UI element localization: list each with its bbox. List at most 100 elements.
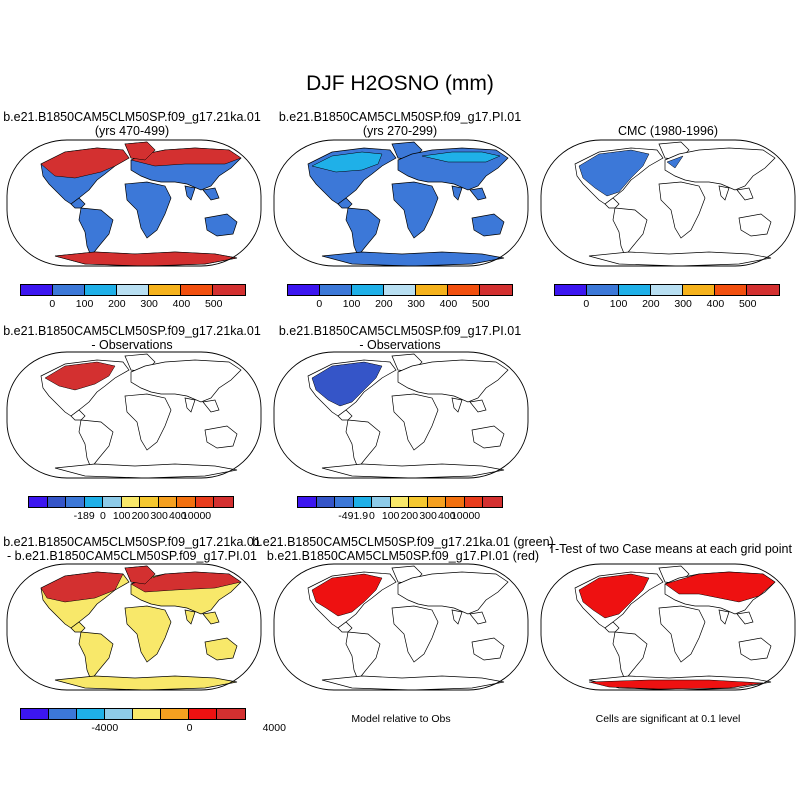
map-content (40, 353, 242, 479)
colorbar-swatch (84, 497, 104, 507)
colorbar-tick-label: 200 (108, 298, 126, 310)
panel-title-p8: b.e21.B1850CAM5CLM50SP.f09_g17.21ka.01 (… (248, 535, 558, 563)
colorbar-tick-label: 4000 (262, 722, 286, 734)
colorbar-swatch (47, 497, 67, 507)
colorbar-swatch (103, 497, 122, 507)
colorbar-swatch (105, 709, 133, 719)
colorbar-swatch (66, 497, 85, 507)
snow-region (588, 679, 764, 690)
land-mass (664, 147, 776, 191)
snow-region (311, 573, 383, 617)
colorbar-tick-label: 100 (342, 298, 361, 310)
panel-title-p4: b.e21.B1850CAM5CLM50SP.f09_g17.21ka.01 -… (0, 324, 264, 352)
panel-title-p7: b.e21.B1850CAM5CLM50SP.f09_g17.21ka.01 -… (0, 535, 264, 563)
map-content (574, 141, 776, 267)
panel-title-p5: b.e21.B1850CAM5CLM50SP.f09_g17.PI.01 - O… (268, 324, 532, 352)
land-mass (202, 187, 220, 201)
land-mass (736, 611, 754, 625)
land-mass (612, 207, 648, 257)
land-mass (588, 251, 772, 267)
land-mass (184, 609, 196, 625)
land-mass (469, 399, 487, 413)
land-mass (604, 197, 620, 209)
colorbar-swatch (715, 285, 747, 295)
colorbar-tick-label: 0 (186, 722, 193, 734)
colorbar-tick-label: 200 (131, 510, 150, 522)
land-mass (469, 187, 487, 201)
colorbar-swatch (21, 709, 49, 719)
map-content (40, 141, 242, 267)
colorbar-tick-label: 400 (438, 510, 456, 522)
colorbar-swatch (372, 497, 391, 507)
colorbar-swatch (416, 285, 448, 295)
colorbar-ticks: -4000 0 4000 (20, 722, 286, 736)
colorbar-tick-label: 100 (112, 510, 131, 522)
land-mass (612, 631, 648, 681)
colorbar-ticks: 0 100 200 300 400 500 (287, 298, 513, 312)
snow-region (311, 361, 383, 407)
colorbar-swatch (217, 709, 245, 719)
land-mass (78, 419, 114, 469)
snow-region (44, 361, 116, 391)
colorbar-swatch (390, 497, 410, 507)
colorbar-swatch (587, 285, 619, 295)
colorbar-tick-label: -491.9 (338, 510, 369, 522)
land-mass (70, 409, 86, 421)
colorbar-tick-label: 100 (609, 298, 628, 310)
land-mass (718, 185, 730, 201)
snow-region (666, 155, 684, 169)
land-mass (184, 397, 196, 413)
land-mass (397, 359, 509, 403)
land-mass (391, 181, 439, 239)
land-mass (718, 609, 730, 625)
land-mass (337, 197, 353, 209)
land-mass (604, 621, 620, 633)
colorbar-swatch (352, 285, 384, 295)
colorbar-swatch (555, 285, 587, 295)
colorbar-swatch (409, 497, 428, 507)
colorbar-tick-label: -189 (73, 510, 95, 522)
snow-region (124, 141, 156, 161)
land-mass (471, 213, 505, 237)
colorbar-tick-label: 400 (172, 298, 191, 310)
land-mass (204, 637, 238, 661)
land-mass (345, 207, 381, 257)
land-mass (54, 675, 238, 691)
land-mass (78, 631, 114, 681)
panel-title-line2: (yrs 470-499) (94, 124, 170, 138)
map-panel (6, 351, 262, 479)
colorbar-swatch (158, 497, 178, 507)
colorbar-swatch (149, 285, 181, 295)
map-boundary (540, 139, 796, 267)
panel-title-p9: T-Test of two Case means at each grid po… (540, 542, 800, 556)
land-mass (130, 359, 242, 403)
colorbar-swatch (189, 709, 217, 719)
map-content (307, 565, 509, 691)
colorbar-swatch (117, 285, 149, 295)
colorbar-tick-label: 100 (381, 510, 400, 522)
colorbar-ticks: 0 100 200 300 400 500 (554, 298, 780, 312)
colorbar-swatch (121, 497, 141, 507)
panel-title-line1: b.e21.B1850CAM5CLM50SP.f09_g17.21ka.01 (3, 324, 261, 338)
snow-region (421, 151, 501, 163)
colorbar-swatch (77, 709, 105, 719)
colorbar-swatch (49, 709, 77, 719)
colorbar-swatch (464, 497, 484, 507)
snow-region (578, 573, 650, 619)
land-mass (202, 611, 220, 625)
panel-title-line1: b.e21.B1850CAM5CLM50SP.f09_g17.21ka.01 (… (252, 535, 554, 549)
colorbar-swatch (140, 497, 159, 507)
figure-title: DJF H2OSNO (mm) (306, 72, 494, 95)
colorbar-swatch (353, 497, 373, 507)
land-mass (471, 637, 505, 661)
land-mass (451, 185, 463, 201)
colorbar-tick-label: 0 (99, 510, 106, 522)
land-mass (124, 393, 172, 451)
panel-title-line2: b.e21.B1850CAM5CLM50SP.f09_g17.PI.01 (re… (266, 549, 540, 563)
colorbar-swatch (181, 285, 213, 295)
colorbar (20, 708, 246, 720)
land-mass (70, 197, 86, 209)
map-panel (540, 139, 796, 267)
map-boundary (6, 351, 262, 479)
colorbar (28, 496, 234, 508)
